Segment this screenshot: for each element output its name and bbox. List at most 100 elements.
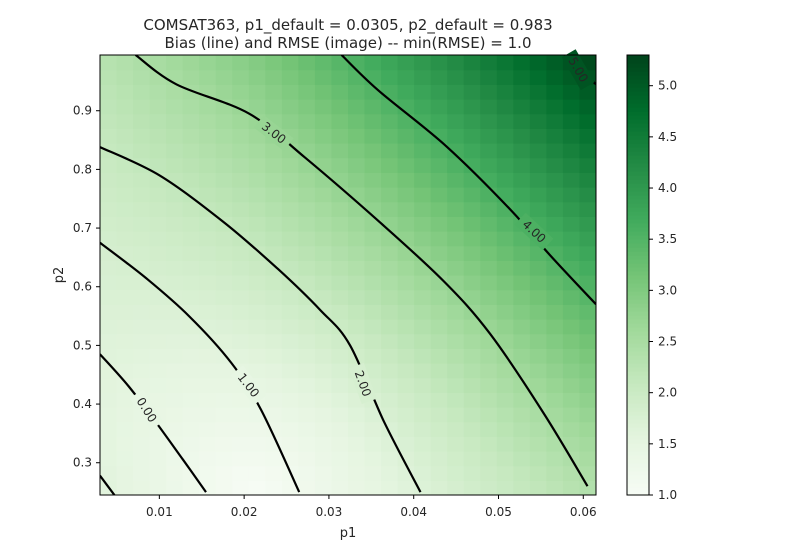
heatmap-cell — [298, 69, 316, 85]
heatmap-cell — [381, 480, 399, 495]
heatmap-cell — [166, 260, 184, 276]
heatmap-cell — [133, 333, 151, 349]
colorbar-tick-label: 2.0 — [658, 386, 677, 400]
heatmap-cell — [248, 201, 266, 217]
heatmap-cell — [348, 245, 366, 261]
heatmap-cell — [116, 319, 134, 335]
heatmap-cell — [100, 304, 118, 320]
heatmap-cell — [182, 348, 200, 364]
heatmap-cell — [447, 55, 465, 71]
heatmap-cell — [281, 216, 299, 232]
heatmap-cell — [199, 69, 217, 85]
heatmap-cell — [298, 451, 316, 467]
colorbar-segment — [627, 63, 649, 68]
heatmap-cell — [348, 201, 366, 217]
colorbar-segment — [627, 319, 649, 324]
heatmap-cell — [166, 451, 184, 467]
heatmap-cell — [381, 407, 399, 423]
heatmap-cell — [199, 451, 217, 467]
heatmap-cell — [133, 172, 151, 188]
heatmap-cell — [348, 84, 366, 100]
heatmap-cell — [480, 231, 498, 247]
heatmap-cell — [182, 113, 200, 129]
colorbar-segment — [627, 111, 649, 116]
heatmap-cell — [397, 319, 415, 335]
heatmap-cell — [331, 392, 349, 408]
heatmap-cell — [265, 260, 283, 276]
colorbar-segment — [627, 371, 649, 376]
heatmap-cell — [496, 187, 514, 203]
heatmap-cell — [166, 84, 184, 100]
heatmap-cell — [480, 451, 498, 467]
heatmap-cell — [248, 143, 266, 159]
heatmap-cell — [100, 231, 118, 247]
heatmap-cell — [199, 275, 217, 291]
heatmap-cell — [447, 421, 465, 437]
heatmap-cell — [513, 128, 531, 144]
heatmap-cell — [496, 377, 514, 393]
heatmap-cell — [116, 421, 134, 437]
heatmap-cell — [381, 201, 399, 217]
heatmap-cell — [447, 363, 465, 379]
heatmap-cell — [265, 187, 283, 203]
x-axis-label: p1 — [340, 526, 357, 541]
heatmap-cell — [480, 407, 498, 423]
colorbar-segment — [627, 443, 649, 448]
heatmap-cell — [215, 377, 233, 393]
heatmap-cell — [133, 319, 151, 335]
heatmap-cell — [298, 143, 316, 159]
y-tick-label: 0.3 — [73, 456, 92, 470]
heatmap-cell — [248, 69, 266, 85]
heatmap-cell — [215, 55, 233, 71]
heatmap-cell — [116, 407, 134, 423]
heatmap-cell — [513, 451, 531, 467]
heatmap-cell — [496, 451, 514, 467]
heatmap-cell — [579, 451, 596, 467]
colorbar-segment — [627, 375, 649, 380]
heatmap-cell — [496, 157, 514, 173]
heatmap-cell — [215, 304, 233, 320]
heatmap-cell — [381, 113, 399, 129]
heatmap-cell — [133, 465, 151, 481]
heatmap-cell — [281, 377, 299, 393]
heatmap-cell — [496, 407, 514, 423]
contour-line-3.00 — [134, 55, 589, 487]
heatmap-cell — [364, 157, 382, 173]
heatmap-cell — [182, 289, 200, 305]
heatmap-cell — [199, 407, 217, 423]
heatmap-cell — [529, 99, 547, 115]
heatmap-cell — [562, 304, 581, 320]
heatmap-cell — [529, 69, 547, 85]
heatmap-cell — [430, 216, 448, 232]
heatmap-cell — [562, 143, 581, 159]
heatmap-cell — [100, 201, 118, 217]
heatmap-cell — [529, 55, 547, 71]
heatmap-cell — [480, 245, 498, 261]
colorbar-segment — [627, 283, 649, 288]
heatmap-cell — [447, 113, 465, 129]
heatmap-cell — [182, 172, 200, 188]
heatmap-cell — [414, 113, 432, 129]
heatmap-cell — [397, 172, 415, 188]
heatmap-cell — [397, 363, 415, 379]
heatmap-cell — [281, 69, 299, 85]
heatmap-cell — [397, 436, 415, 452]
colorbar-segment — [627, 467, 649, 472]
heatmap-cell — [265, 377, 283, 393]
contour-label-background — [514, 212, 554, 251]
heatmap-cell — [381, 304, 399, 320]
heatmap-cell — [546, 407, 564, 423]
heatmap-cell — [281, 392, 299, 408]
heatmap-cell — [149, 392, 167, 408]
heatmap-cell — [562, 363, 581, 379]
heatmap-cell — [430, 275, 448, 291]
contour-label-background — [253, 114, 294, 152]
heatmap-cell — [116, 304, 134, 320]
heatmap-cell — [529, 113, 547, 129]
heatmap-cell — [447, 377, 465, 393]
heatmap-cell — [447, 260, 465, 276]
heatmap-cell — [331, 69, 349, 85]
colorbar-segment — [627, 147, 649, 152]
heatmap-cell — [562, 465, 581, 481]
heatmap-cell — [215, 275, 233, 291]
